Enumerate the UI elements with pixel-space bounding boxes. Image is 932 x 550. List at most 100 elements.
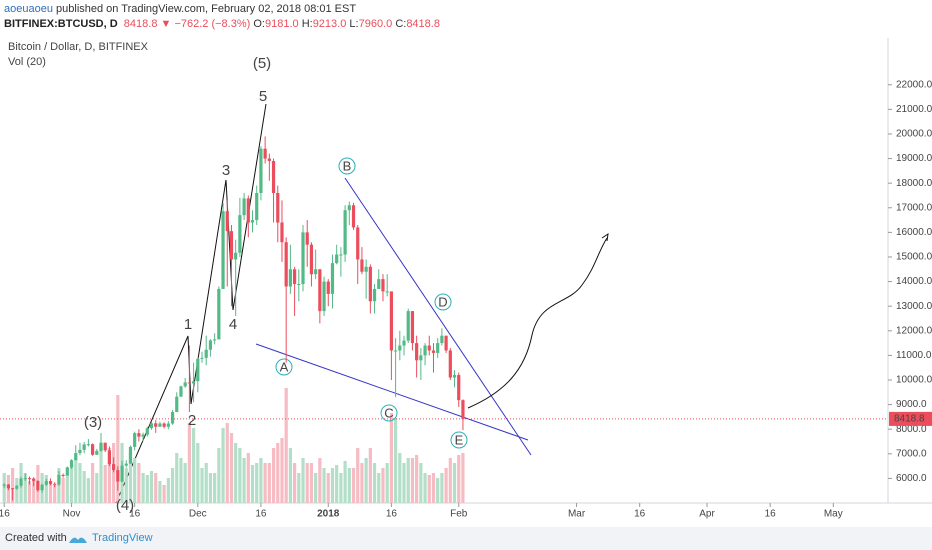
wave-drawings: [115, 103, 609, 504]
candle-body: [44, 481, 48, 485]
volume-bar: [229, 433, 234, 503]
volume-bar: [436, 478, 440, 503]
author[interactable]: aoeuaoeu: [4, 3, 53, 15]
candle-body: [246, 198, 250, 223]
candle-body: [2, 484, 6, 486]
wave-circle: [450, 431, 468, 449]
candle-body: [225, 211, 229, 232]
volume-bar: [368, 448, 372, 503]
volume-bar: [427, 475, 431, 503]
wave-label: 2: [188, 412, 196, 429]
candle-body: [394, 350, 398, 352]
wave-label: 4: [229, 316, 237, 333]
volume-bar: [179, 458, 183, 503]
volume-bar: [32, 478, 36, 503]
volume-bar: [69, 465, 74, 503]
candle-body: [406, 311, 410, 341]
volume-bar: [444, 468, 448, 503]
volume-bar: [234, 443, 238, 503]
candle-body: [196, 358, 200, 382]
candle-body: [179, 386, 183, 397]
x-tick-label: Feb: [450, 509, 468, 520]
chart: Bitcoin / Dollar, D, BITFINEX Vol (20) 6…: [0, 38, 932, 520]
volume-bar: [255, 463, 259, 503]
volume-bar: [351, 468, 356, 503]
wave-label: A: [280, 359, 289, 374]
volume-bar: [372, 463, 377, 503]
volume-bar: [410, 458, 415, 503]
volume-bar: [158, 481, 162, 503]
candle-body: [343, 210, 347, 255]
volume-bar: [103, 465, 107, 503]
volume-bar: [377, 473, 381, 503]
volume-bar: [154, 473, 158, 503]
wave-labels: (3) (4) (5) 1 2 3 4 5 A B C D E: [84, 55, 468, 514]
candle-body: [162, 423, 166, 427]
y-tick-label: 6000.0: [896, 473, 927, 484]
volume-bar: [137, 463, 141, 503]
volume-bar: [415, 455, 419, 503]
candle-body: [217, 288, 221, 340]
volume-bar: [271, 448, 276, 503]
volume-bar: [78, 463, 82, 503]
candle-body: [23, 478, 27, 480]
volume-bar: [162, 485, 166, 503]
candle-body: [86, 444, 90, 446]
volume-bar: [288, 448, 292, 503]
volume-bar: [364, 458, 368, 503]
candle-body: [452, 375, 457, 378]
candle-body: [339, 254, 343, 256]
candle-body: [356, 227, 360, 260]
volume-bar: [95, 473, 99, 503]
wave-label: 1: [184, 316, 192, 333]
wave-circle: [338, 157, 356, 175]
candle-body: [330, 263, 335, 294]
wave-label: 3: [222, 162, 230, 179]
candle-body: [99, 442, 103, 451]
volume-bar: [242, 458, 246, 503]
candle-body: [40, 484, 44, 491]
volume-bar: [221, 428, 225, 503]
candle-body: [183, 382, 187, 387]
wave-label: (3): [84, 414, 102, 431]
volume-bar: [196, 443, 200, 503]
volume-bar: [166, 478, 170, 503]
candle-body: [95, 450, 99, 455]
volume-bar: [326, 473, 330, 503]
volume-bar: [65, 473, 69, 503]
volume-bar: [217, 448, 221, 503]
candle-body: [27, 478, 32, 480]
volume-bar: [322, 468, 326, 503]
y-tick-label: 20000.0: [896, 129, 932, 140]
wave-label: C: [384, 405, 393, 420]
ohlc-value: 7960.0: [358, 18, 393, 30]
candle-body: [402, 340, 406, 346]
candle-body: [335, 254, 339, 264]
candle-body: [288, 269, 292, 287]
candle-body: [11, 488, 15, 490]
candle-body: [377, 279, 381, 289]
y-tick-label: 16000.0: [896, 227, 932, 238]
candle-body: [120, 465, 124, 482]
last-price-label: 8418.8: [894, 414, 925, 425]
volume-bar: [292, 463, 297, 503]
wave-circle: [434, 293, 452, 311]
volume-bar: [335, 465, 339, 503]
candle-body: [158, 423, 162, 427]
candle-body: [267, 158, 271, 162]
volume-bar: [314, 473, 318, 503]
volume-bars: [2, 388, 465, 503]
x-tick-label: Mar: [568, 509, 586, 520]
candle-body: [423, 345, 427, 356]
volume-bar: [381, 468, 385, 503]
y-tick-label: 10000.0: [896, 375, 932, 386]
wave-circle: [275, 358, 293, 376]
volume-bar: [191, 428, 196, 503]
volume-bar: [149, 471, 154, 503]
candle-body: [234, 252, 238, 260]
volume-bar: [107, 448, 112, 503]
candle-body: [133, 433, 137, 447]
brand[interactable]: TradingView: [92, 532, 153, 544]
ohlc-key: L:: [349, 18, 359, 30]
candle-body: [170, 411, 175, 424]
